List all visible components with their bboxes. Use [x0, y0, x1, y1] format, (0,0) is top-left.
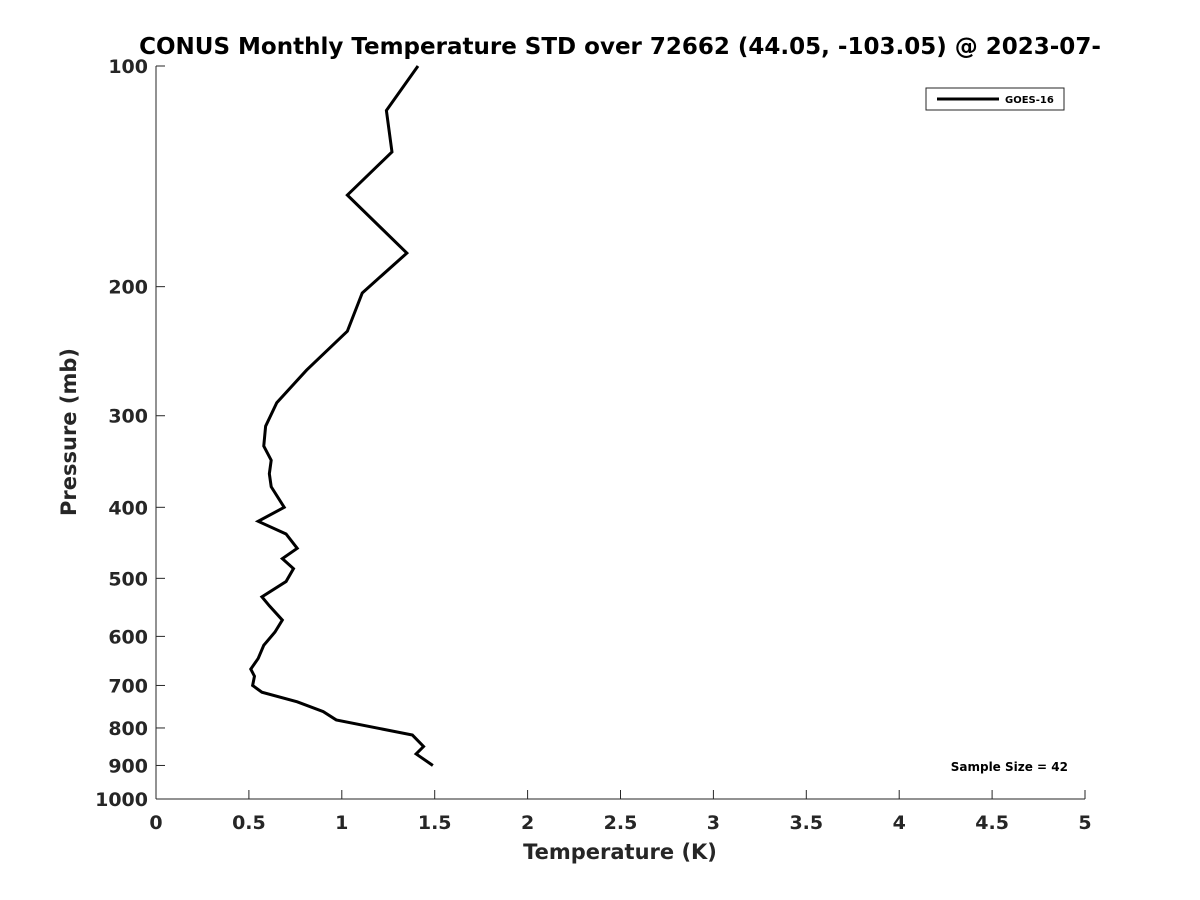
x-tick-label: 0	[149, 812, 162, 834]
y-tick-label: 700	[108, 675, 148, 697]
y-tick-label: 900	[108, 755, 148, 777]
x-tick-label: 2	[521, 812, 534, 834]
x-tick-label: 1	[335, 812, 348, 834]
chart-title: CONUS Monthly Temperature STD over 72662…	[139, 34, 1101, 60]
y-tick-label: 400	[108, 497, 148, 519]
x-tick-label: 0.5	[232, 812, 266, 834]
series-layer	[249, 65, 434, 767]
y-tick-label: 800	[108, 718, 148, 740]
x-ticks: 0 0.5 1 1.5 2 2.5 3 3.5 4 4.5 5	[149, 790, 1092, 834]
x-tick-label: 1.5	[418, 812, 452, 834]
x-tick-label: 5	[1078, 812, 1091, 834]
y-tick-label: 300	[108, 406, 148, 428]
x-tick-label: 3	[707, 812, 720, 834]
x-axis-label: Temperature (K)	[523, 840, 717, 864]
legend: GOES-16	[925, 87, 1065, 111]
y-ticks: 100 200 300 400 500 600 700 800 900 1000	[95, 56, 165, 811]
y-axis-label: Pressure (mb)	[57, 348, 81, 516]
y-tick-label: 100	[108, 56, 148, 78]
y-tick-label: 500	[108, 568, 148, 590]
y-tick-label: 200	[108, 277, 148, 299]
x-tick-label: 4	[893, 812, 906, 834]
y-tick-label: 600	[108, 626, 148, 648]
legend-series-label: GOES-16	[1005, 95, 1054, 106]
x-tick-label: 3.5	[789, 812, 823, 834]
x-tick-label: 4.5	[975, 812, 1009, 834]
x-tick-label: 2.5	[604, 812, 638, 834]
y-tick-label: 1000	[95, 789, 148, 811]
sample-size-annotation: Sample Size = 42	[951, 760, 1068, 774]
series-line-goes-16	[249, 65, 434, 767]
